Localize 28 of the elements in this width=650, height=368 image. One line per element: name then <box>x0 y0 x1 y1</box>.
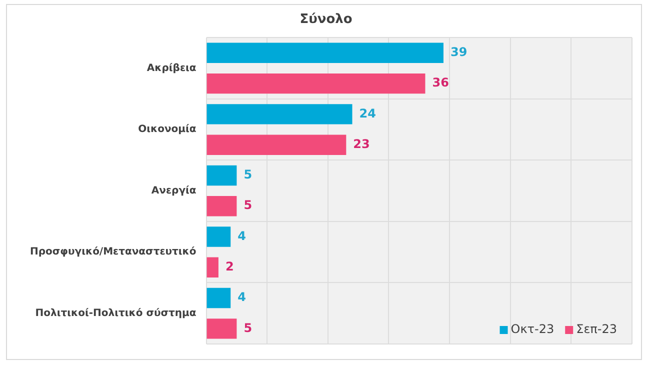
data-label: 4 <box>238 228 246 243</box>
legend-label: Σεπ-23 <box>576 322 618 336</box>
data-label: 4 <box>238 290 246 304</box>
bar <box>206 134 346 155</box>
data-label: 39 <box>450 45 468 60</box>
y-tick-label: Προσφυγικό/Μεταναστευτικό <box>30 246 196 258</box>
bar <box>206 318 237 339</box>
legend-label: Οκτ-23 <box>510 322 554 336</box>
y-tick-label: Ακρίβεια <box>146 62 196 74</box>
data-label: 2 <box>225 260 234 274</box>
bar <box>206 42 444 64</box>
y-tick-label: Οικονομία <box>138 124 196 136</box>
chart-title: Σύνολο <box>300 12 352 28</box>
bar <box>206 73 426 94</box>
bar <box>206 257 218 278</box>
y-tick-label: Ανεργία <box>151 185 196 196</box>
bar <box>206 165 237 186</box>
data-label: 5 <box>244 198 252 212</box>
y-tick-label: Πολιτικοί-Πολιτικό σύστημα <box>35 308 196 319</box>
bar <box>206 226 231 247</box>
bar <box>206 196 237 216</box>
data-label: 23 <box>353 136 370 151</box>
data-label: 5 <box>244 320 252 335</box>
bar <box>206 288 231 308</box>
data-label: 5 <box>244 168 252 182</box>
data-label: 24 <box>359 106 376 120</box>
data-label: 36 <box>432 76 449 90</box>
bar <box>206 104 352 124</box>
